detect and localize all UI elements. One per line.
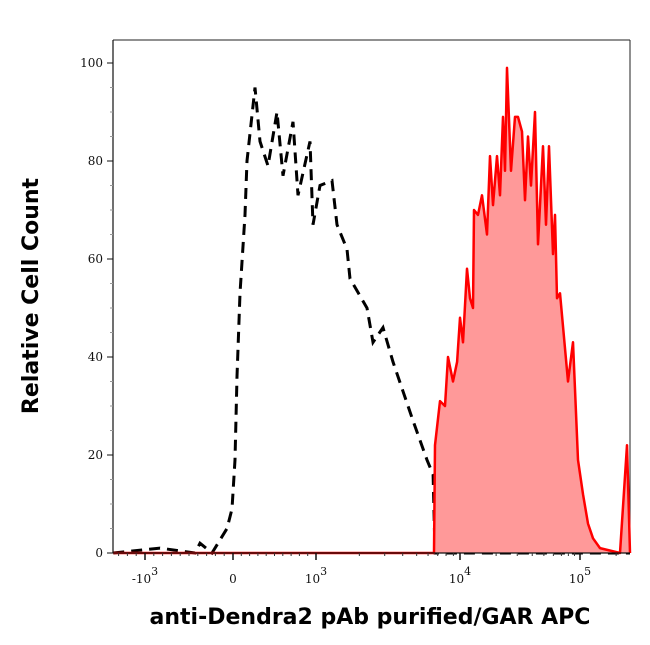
series-area-fill — [113, 67, 631, 554]
y-tick-label: 60 — [88, 252, 103, 266]
y-axis-title: Relative Cell Count — [19, 177, 44, 414]
y-tick-label: 0 — [95, 546, 103, 560]
y-axis: 0 20 40 60 80 100 — [80, 40, 114, 560]
series-area-outline — [113, 66, 632, 555]
series-layer — [113, 66, 632, 556]
y-tick-label: 80 — [88, 154, 103, 168]
y-tick-label: 100 — [80, 56, 103, 70]
x-tick-label: -103 — [132, 565, 158, 586]
x-tick-label: 103 — [305, 565, 327, 586]
x-axis-title: anti-Dendra2 pAb purified/GAR APC — [150, 605, 591, 630]
y-tick-label: 20 — [88, 448, 103, 462]
y-tick-label: 40 — [88, 350, 103, 364]
x-axis: -103 0 103 104 105 — [113, 552, 630, 586]
x-tick-label: 104 — [449, 565, 471, 586]
x-tick-label: 105 — [569, 565, 591, 586]
x-tick-label: 0 — [229, 572, 237, 586]
plot-frame — [113, 39, 631, 553]
series-dashed-line — [113, 87, 630, 556]
